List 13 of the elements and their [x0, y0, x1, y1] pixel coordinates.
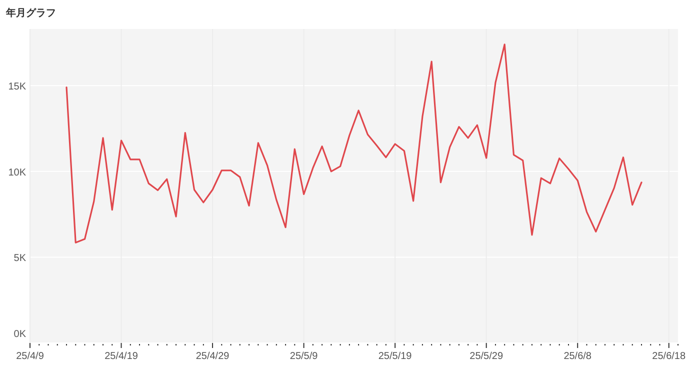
x-tick-label: 25/6/18	[652, 351, 686, 362]
y-tick-label: 0K	[14, 329, 26, 340]
x-tick-label: 25/4/29	[196, 351, 230, 362]
y-tick-label: 10K	[8, 167, 26, 178]
x-tick-label: 25/4/9	[16, 351, 44, 362]
x-tick-label: 25/5/29	[470, 351, 504, 362]
chart-title: 年月グラフ	[5, 7, 56, 19]
y-tick-label: 15K	[8, 82, 26, 93]
x-tick-label: 25/5/19	[378, 351, 412, 362]
x-tick-label: 25/6/8	[564, 351, 592, 362]
x-tick-label: 25/5/9	[290, 351, 318, 362]
x-tick-label: 25/4/19	[104, 351, 138, 362]
y-tick-label: 5K	[14, 253, 26, 264]
